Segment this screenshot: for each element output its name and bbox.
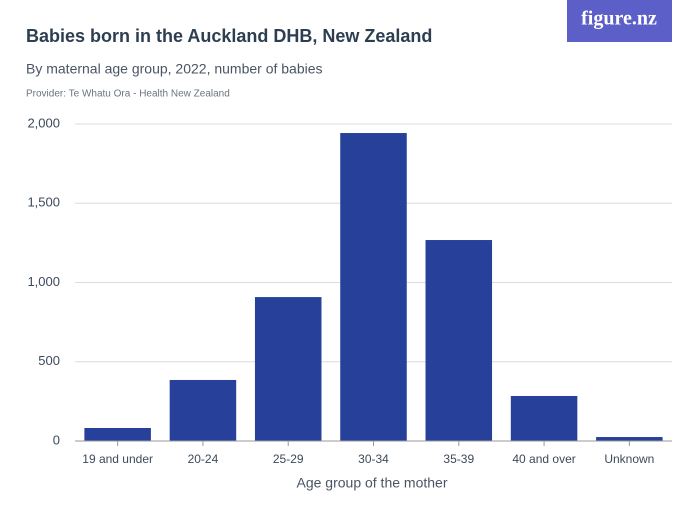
- chart-title: Babies born in the Auckland DHB, New Zea…: [26, 26, 432, 46]
- y-tick-label: 1,500: [27, 195, 60, 210]
- x-tick-label: 35-39: [443, 452, 474, 466]
- chart-subtitle: By maternal age group, 2022, number of b…: [26, 61, 323, 77]
- bar: [596, 437, 663, 441]
- bar: [425, 240, 493, 441]
- x-tick-label: 30-34: [358, 452, 389, 466]
- bar: [169, 379, 237, 441]
- x-tick-label: Unknown: [604, 452, 654, 466]
- x-tick-label: 25-29: [273, 452, 304, 466]
- x-tick-label: 20-24: [188, 452, 219, 466]
- provider: Provider: Te Whatu Ora - Health New Zeal…: [26, 89, 230, 100]
- bar: [254, 297, 322, 441]
- bar: [84, 428, 151, 441]
- y-tick-label: 500: [38, 353, 60, 368]
- x-tick-label: 19 and under: [82, 452, 153, 466]
- x-tick-label: 40 and over: [512, 452, 575, 466]
- bar: [510, 395, 578, 441]
- bar: [340, 133, 407, 442]
- y-tick-label: 1,000: [27, 274, 60, 289]
- y-tick-label: 0: [53, 432, 60, 447]
- brand-badge: [567, 0, 672, 42]
- x-axis-label: Age group of the mother: [297, 475, 448, 491]
- y-tick-label: 2,000: [27, 115, 60, 130]
- brand: figure.nz: [581, 8, 657, 30]
